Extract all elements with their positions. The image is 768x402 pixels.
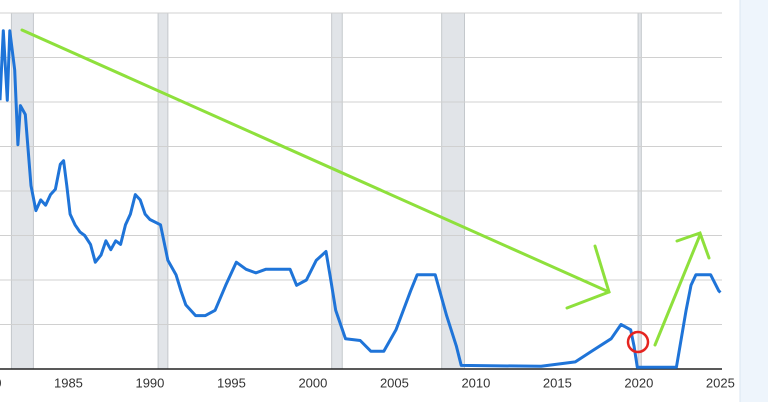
x-tick-label: 2000 xyxy=(298,375,327,390)
x-tick-label: 2025 xyxy=(706,375,735,390)
x-tick-label: 2005 xyxy=(380,375,409,390)
highlight-circle xyxy=(626,330,650,354)
side-panel xyxy=(740,0,768,402)
x-tick-label: 2010 xyxy=(461,375,490,390)
rate-line xyxy=(0,29,722,369)
rise-arrow xyxy=(653,233,702,347)
x-tick-label: 1980 xyxy=(0,375,1,390)
x-tick-label: 1995 xyxy=(217,375,246,390)
x-tick-label: 1985 xyxy=(54,375,83,390)
annotations xyxy=(20,28,711,354)
arrow-head xyxy=(565,244,611,310)
x-tick-label: 1990 xyxy=(135,375,164,390)
trend-arrow xyxy=(20,28,611,294)
x-tick-label: 2020 xyxy=(624,375,653,390)
arrow-head xyxy=(675,231,711,260)
x-tick-label: 2015 xyxy=(543,375,572,390)
